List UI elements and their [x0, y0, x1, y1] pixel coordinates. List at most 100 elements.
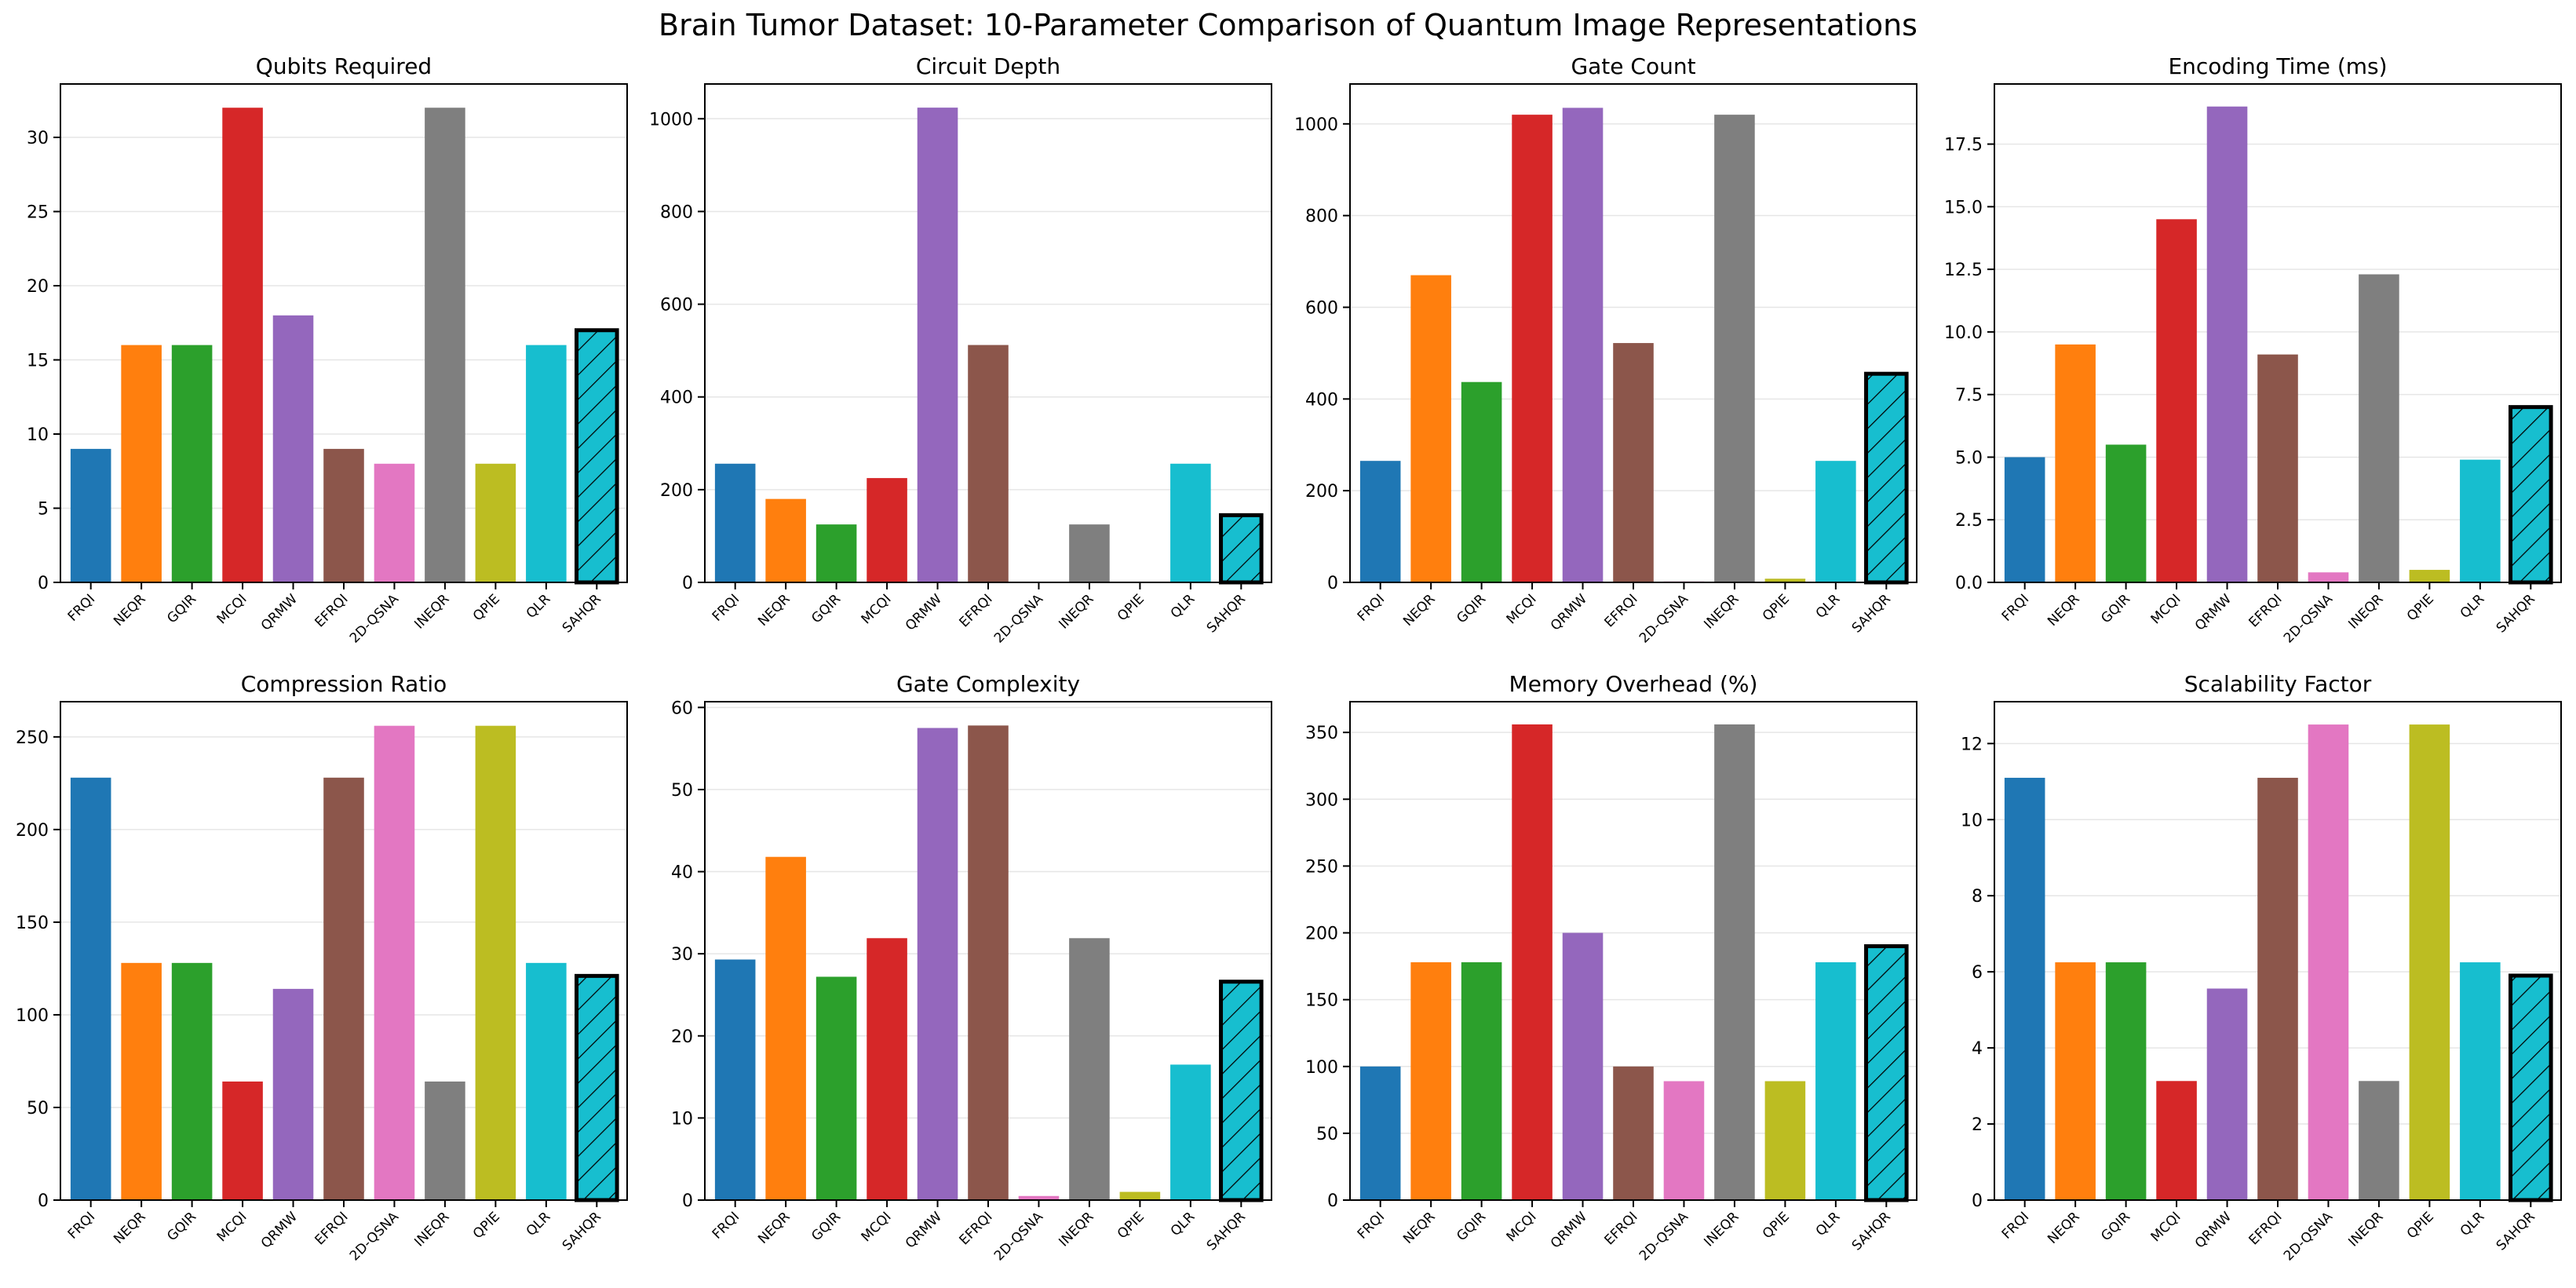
bar: [714, 463, 756, 582]
y-tick-label: 200: [660, 481, 693, 501]
bar: [323, 777, 364, 1200]
bar-hatch: [1220, 981, 1262, 1200]
x-tick-label: EFRQI: [312, 1209, 352, 1248]
x-tick-label: 2D-QSNA: [991, 591, 1046, 646]
x-tick-label: QLR: [1813, 591, 1844, 622]
x-tick-label: 2D-QSNA: [991, 1209, 1046, 1264]
x-tick-label: EFRQI: [2246, 1209, 2286, 1248]
y-tick-label: 50: [1316, 1125, 1338, 1144]
bar: [1663, 1081, 1705, 1200]
bar: [374, 725, 415, 1200]
x-tick-label: MCQI: [2148, 591, 2184, 627]
bar: [1170, 1064, 1211, 1200]
x-tick-label: NEQR: [2045, 1209, 2083, 1247]
panel-title: Qubits Required: [256, 53, 432, 79]
bar: [1562, 108, 1604, 582]
panel-title: Encoding Time (ms): [2168, 53, 2387, 79]
y-tick-label: 0: [682, 1191, 693, 1211]
x-tick-label: QRMW: [258, 591, 301, 633]
bar: [2156, 1081, 2197, 1200]
x-tick-label: QPIE: [1115, 1209, 1148, 1242]
bar: [2460, 962, 2501, 1200]
chart-panel: 0 5 10 15 20 25 30 FRQI NEQR GQIR MCQI QRMW EFRQI2D-…: [27, 53, 628, 647]
bar: [1461, 961, 1502, 1200]
y-tick-label: 1000: [649, 110, 693, 130]
y-tick-label: 8: [1972, 887, 1983, 907]
y-tick-label: 0: [1972, 1191, 1983, 1211]
y-tick-label: 12: [1961, 735, 1983, 754]
y-tick-label: 2.5: [1955, 511, 1983, 531]
panel-title: Circuit Depth: [916, 53, 1060, 79]
panel-title: Memory Overhead (%): [1509, 671, 1758, 697]
bar: [1119, 1191, 1161, 1200]
y-tick-label: 400: [1305, 390, 1338, 410]
bar: [2308, 724, 2349, 1200]
x-tick-label: SAHQR: [560, 591, 604, 636]
x-tick-label: FRQI: [1999, 591, 2032, 624]
bar: [968, 725, 1009, 1200]
x-tick-label: EFRQI: [957, 591, 996, 630]
bar: [2359, 1081, 2399, 1200]
bar: [171, 962, 213, 1200]
bar: [2409, 724, 2450, 1200]
x-tick-label: MCQI: [214, 591, 250, 627]
bar: [2206, 988, 2248, 1200]
y-tick-label: 100: [1305, 1058, 1338, 1078]
bar: [121, 345, 162, 582]
x-tick-label: GQIR: [164, 591, 199, 626]
x-tick-label: 2D-QSNA: [347, 1209, 402, 1264]
y-tick-label: 0: [682, 574, 693, 593]
x-tick-label: SAHQR: [2494, 591, 2538, 636]
y-tick-label: 30: [671, 945, 693, 965]
bar: [171, 345, 213, 582]
x-tick-label: QPIE: [470, 591, 503, 624]
x-tick-label: QRMW: [1548, 591, 1590, 633]
x-tick-label: SAHQR: [560, 1209, 604, 1253]
x-tick-label: INEQR: [411, 591, 452, 632]
x-tick-label: MCQI: [859, 591, 895, 627]
bar-hatch: [576, 976, 618, 1200]
y-tick-label: 4: [1972, 1039, 1983, 1059]
bar: [475, 725, 516, 1200]
bar: [714, 959, 756, 1200]
bar: [1714, 115, 1755, 582]
y-tick-label: 40: [671, 863, 693, 883]
bar: [815, 524, 857, 582]
y-tick-label: 60: [671, 699, 693, 718]
bar: [475, 463, 516, 582]
x-tick-label: QRMW: [258, 1209, 301, 1251]
y-tick-label: 10: [27, 425, 49, 445]
x-tick-label: QLR: [524, 591, 554, 622]
y-tick-label: 600: [660, 296, 693, 316]
bar: [526, 962, 567, 1200]
x-tick-label: GQIR: [808, 591, 844, 626]
bar-hatch: [1866, 946, 1907, 1200]
x-tick-label: INEQR: [1701, 1209, 1742, 1250]
y-tick-label: 17.5: [1944, 136, 1983, 155]
bar: [1069, 524, 1110, 582]
bar: [70, 777, 111, 1200]
bar: [2206, 106, 2248, 582]
y-tick-label: 7.5: [1955, 386, 1983, 406]
bar-hatch: [2510, 976, 2552, 1200]
bar: [70, 448, 111, 582]
y-tick-label: 15.0: [1944, 198, 1983, 217]
x-tick-label: QLR: [1813, 1209, 1844, 1239]
y-tick-label: 50: [671, 781, 693, 801]
bar: [765, 856, 806, 1200]
bar: [1815, 961, 1856, 1200]
x-tick-label: EFRQI: [957, 1209, 996, 1248]
bar: [1764, 1081, 1806, 1200]
x-tick-label: QLR: [1168, 591, 1199, 622]
bar: [2359, 274, 2399, 582]
chart-panel: 0.0 2.5 5.0 7.5 10.0 12.5 15.0 17.5 FRQI NEQR GQIR…: [1944, 53, 2562, 647]
x-tick-label: NEQR: [1400, 1209, 1439, 1247]
x-tick-label: INEQR: [1056, 1209, 1096, 1250]
y-tick-label: 15: [27, 352, 49, 371]
bar: [323, 448, 364, 582]
x-tick-label: SAHQR: [1204, 591, 1249, 636]
x-tick-label: QRMW: [903, 1209, 945, 1251]
chart-panel: 0 200 400 600 800 1000 FRQI NEQR GQIR MCQI QRMW EFR…: [1294, 53, 1917, 647]
x-tick-label: FRQI: [1355, 591, 1388, 624]
